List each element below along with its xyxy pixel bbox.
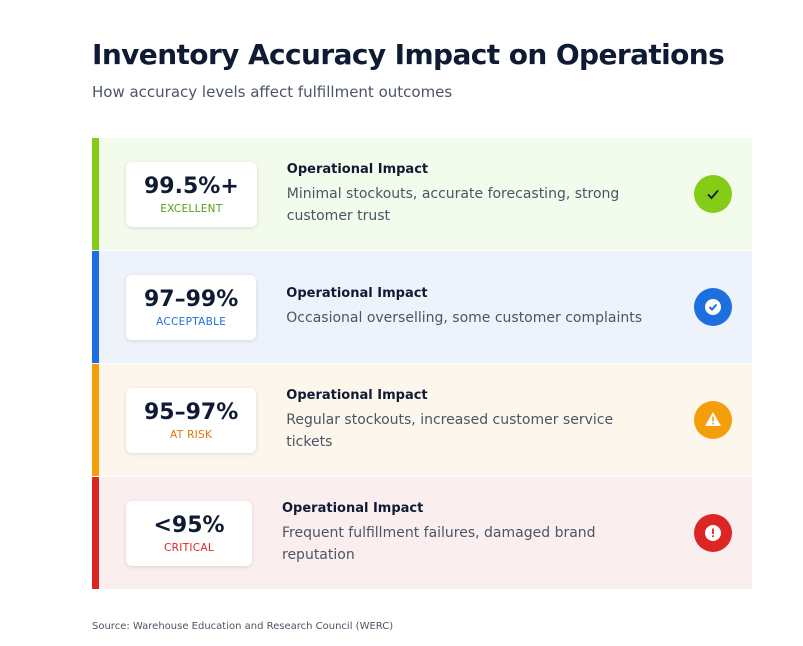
row: 97–99% ACCEPTABLE Operational Impact Occas…	[92, 251, 752, 363]
source: Source: Warehouse Education and Research…	[92, 621, 394, 632]
impact-title: Operational Impact	[286, 285, 428, 301]
icon	[694, 401, 732, 439]
status: EXCELLENT	[160, 202, 223, 215]
badge: 97–99% ACCEPTABLE	[126, 274, 257, 340]
impact-title: Operational Impact	[286, 387, 428, 403]
level: <95%	[153, 512, 225, 538]
level: 97–99%	[144, 286, 239, 312]
badge: 95–97% AT RISK	[126, 387, 257, 453]
status: CRITICAL	[164, 541, 214, 554]
impact-text: Operational Impact Minimal stockouts, acc…	[287, 162, 647, 227]
icon	[694, 175, 732, 213]
impact: Frequent fulfillment failures, damaged b…	[282, 524, 596, 563]
badge: <95% CRITICAL	[126, 500, 252, 566]
subtitle: How accuracy levels affect fulfillment o…	[92, 83, 453, 101]
status: AT RISK	[170, 428, 213, 441]
level: 99.5%+	[144, 173, 239, 199]
row: <95% CRITICAL Operational Impact Frequent …	[92, 477, 752, 589]
status: ACCEPTABLE	[156, 315, 227, 328]
row: 99.5%+ EXCELLENT Operational Impact Minima…	[92, 138, 752, 250]
impact-text: Operational Impact Frequent fulfillment f…	[282, 501, 642, 566]
impact-text: Operational Impact Regular stockouts, inc…	[286, 388, 646, 453]
badge: 99.5%+ EXCELLENT	[126, 161, 257, 227]
rows: 99.5%+ EXCELLENT Operational Impact Minima…	[92, 138, 752, 590]
impact: Regular stockouts, increased customer se…	[286, 411, 614, 450]
title: Inventory Accuracy Impact on Operations	[92, 38, 725, 71]
impact-title: Operational Impact	[282, 500, 424, 516]
row: 95–97% AT RISK Operational Impact Regular …	[92, 364, 752, 476]
impact-title: Operational Impact	[286, 161, 429, 177]
level: 95–97%	[144, 399, 239, 425]
impact: Occasional overselling, some customer co…	[286, 309, 643, 326]
icon	[694, 288, 732, 326]
impact: Minimal stockouts, accurate forecasting,…	[286, 185, 620, 224]
icon	[694, 514, 732, 552]
impact-text: Operational Impact Occasional overselling…	[286, 286, 646, 329]
